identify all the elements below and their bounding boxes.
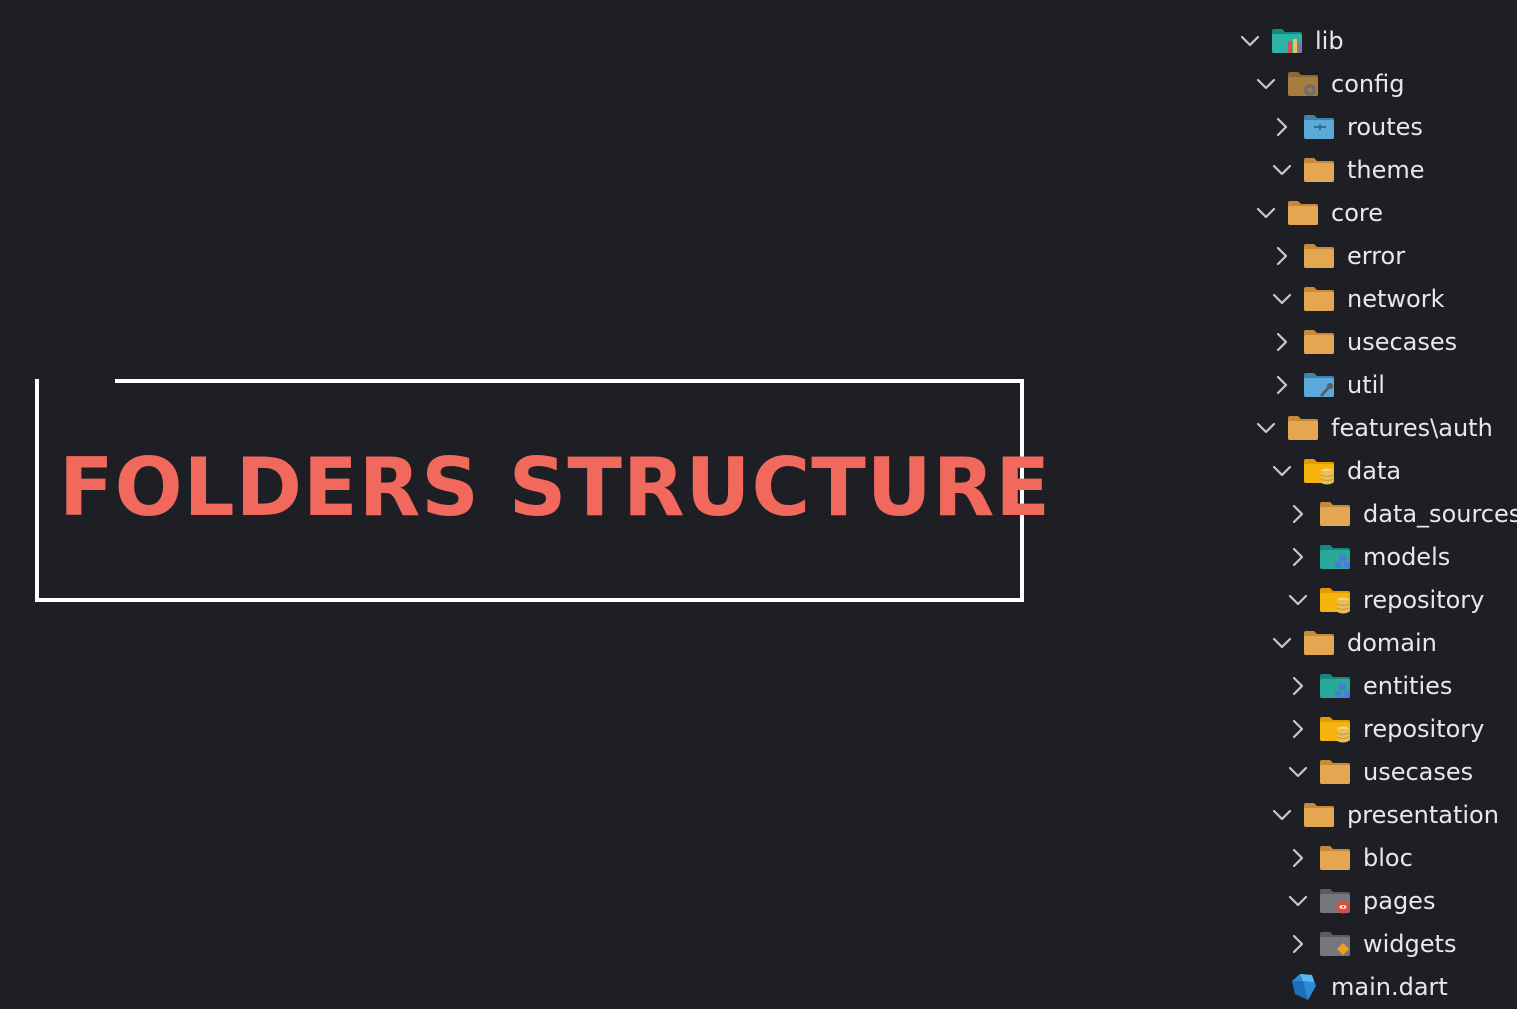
tree-item-label: widgets [1363,930,1457,958]
tree-item-label: features\auth [1331,414,1493,442]
chevron-right-icon[interactable] [1287,675,1309,697]
tree-item[interactable]: theme [1271,150,1425,190]
chevron-down-icon[interactable] [1287,761,1309,783]
tree-item-label: repository [1363,715,1485,743]
models-folder-icon [1318,542,1352,572]
folder-icon [1302,284,1336,314]
util-folder-icon [1302,370,1336,400]
widgets-folder-icon [1318,929,1352,959]
tree-item[interactable]: usecases [1287,752,1473,792]
tree-item[interactable]: repository [1287,580,1484,620]
folder-icon [1318,757,1352,787]
tree-item-label: pages [1363,887,1436,915]
tree-item-label: error [1347,242,1406,270]
pages-folder-icon [1318,886,1352,916]
tree-item-label: repository [1363,586,1485,614]
folder-icon [1318,843,1352,873]
tree-item-label: lib [1315,27,1344,55]
dart-file-icon [1286,972,1320,1002]
tree-item[interactable]: config [1255,64,1404,104]
folder-icon [1302,800,1336,830]
tree-item[interactable]: bloc [1287,838,1413,878]
chevron-right-icon[interactable] [1287,933,1309,955]
folder-icon [1302,327,1336,357]
chevron-right-icon[interactable] [1287,718,1309,740]
folder-icon [1302,628,1336,658]
chevron-down-icon[interactable] [1271,288,1293,310]
chevron-spacer [1255,976,1277,998]
title-frame: FOLDERS STRUCTURE [35,379,1050,602]
folder-icon [1286,198,1320,228]
tree-item-label: core [1331,199,1383,227]
chevron-right-icon[interactable] [1271,374,1293,396]
chevron-down-icon[interactable] [1287,890,1309,912]
tree-item-label: config [1331,70,1405,98]
chevron-down-icon[interactable] [1255,73,1277,95]
chevron-down-icon[interactable] [1271,460,1293,482]
tree-item-label: data_sources [1363,500,1517,528]
tree-item[interactable]: routes [1271,107,1423,147]
tree-item[interactable]: network [1271,279,1444,319]
folder-icon [1302,155,1336,185]
tree-item[interactable]: main.dart [1255,967,1448,1007]
tree-item-label: network [1347,285,1445,313]
chevron-down-icon[interactable] [1255,202,1277,224]
tree-item-label: usecases [1363,758,1474,786]
database-folder-icon [1318,585,1352,615]
tree-item-label: main.dart [1331,973,1448,1001]
tree-item-label: bloc [1363,844,1413,872]
page-title: FOLDERS STRUCTURE [59,441,1051,534]
tree-item[interactable]: pages [1287,881,1435,921]
chevron-down-icon[interactable] [1271,804,1293,826]
tree-item[interactable]: domain [1271,623,1437,663]
folder-icon [1286,413,1320,443]
folder-icon [1318,499,1352,529]
tree-item[interactable]: data_sources [1287,494,1517,534]
tree-item-label: domain [1347,629,1437,657]
tree-item[interactable]: error [1271,236,1405,276]
tree-item-label: usecases [1347,328,1458,356]
folder-icon [1302,241,1336,271]
database-folder-icon [1302,456,1336,486]
tree-item-label: util [1347,371,1385,399]
tree-item[interactable]: entities [1287,666,1452,706]
tree-item[interactable]: repository [1287,709,1484,749]
database-folder-icon [1318,714,1352,744]
chevron-down-icon[interactable] [1287,589,1309,611]
tree-item-label: theme [1347,156,1425,184]
chevron-down-icon[interactable] [1271,159,1293,181]
chevron-right-icon[interactable] [1271,331,1293,353]
tree-item[interactable]: data [1271,451,1401,491]
tree-item[interactable]: models [1287,537,1450,577]
tree-item[interactable]: widgets [1287,924,1456,964]
tree-item[interactable]: presentation [1271,795,1499,835]
chevron-right-icon[interactable] [1287,847,1309,869]
lib-folder-icon [1270,26,1304,56]
models-folder-icon [1318,671,1352,701]
config-folder-icon [1286,69,1320,99]
chevron-right-icon[interactable] [1287,546,1309,568]
routes-folder-icon [1302,112,1336,142]
tree-item-label: models [1363,543,1451,571]
tree-item[interactable]: util [1271,365,1385,405]
tree-item[interactable]: core [1255,193,1383,233]
chevron-down-icon[interactable] [1255,417,1277,439]
chevron-right-icon[interactable] [1287,503,1309,525]
tree-item-label: routes [1347,113,1423,141]
chevron-down-icon[interactable] [1271,632,1293,654]
chevron-right-icon[interactable] [1271,245,1293,267]
chevron-down-icon[interactable] [1239,30,1261,52]
tree-item-label: data [1347,457,1402,485]
tree-item[interactable]: usecases [1271,322,1457,362]
tree-item[interactable]: lib [1239,21,1344,61]
tree-item-label: presentation [1347,801,1499,829]
chevron-right-icon[interactable] [1271,116,1293,138]
tree-item[interactable]: features\auth [1255,408,1493,448]
tree-item-label: entities [1363,672,1453,700]
